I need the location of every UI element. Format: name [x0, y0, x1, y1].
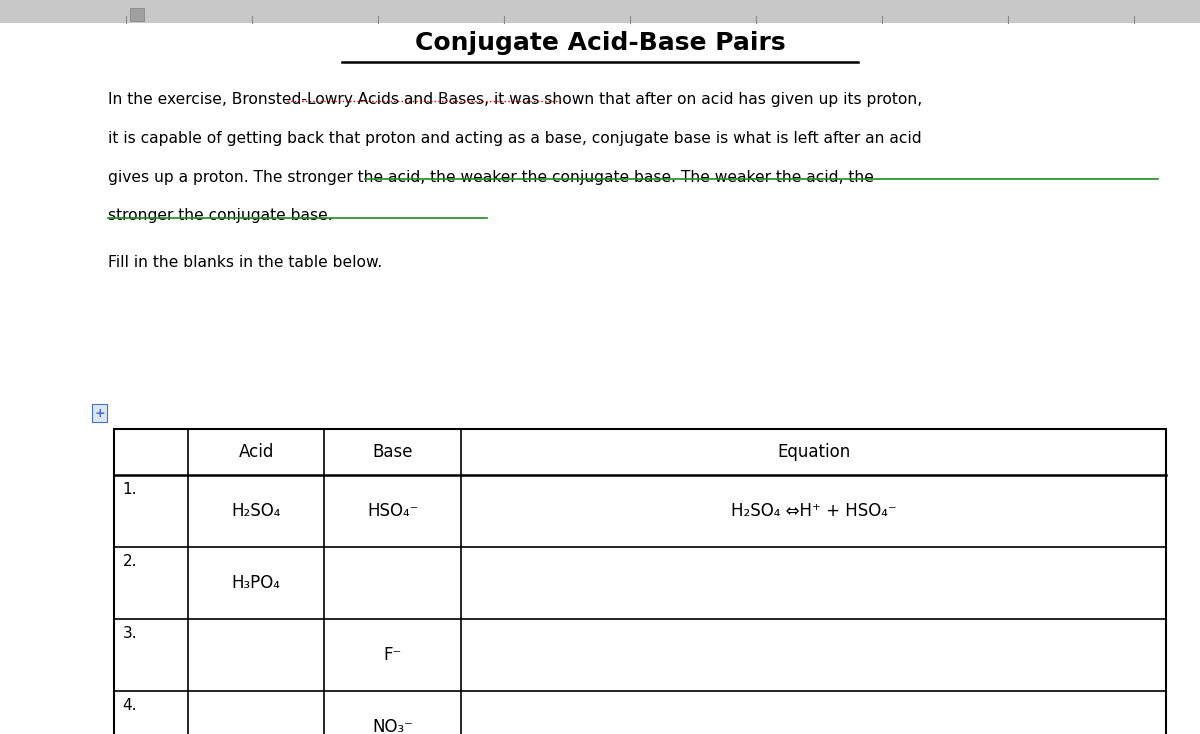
Text: Equation: Equation: [778, 443, 851, 461]
Text: Conjugate Acid-Base Pairs: Conjugate Acid-Base Pairs: [415, 31, 785, 55]
Text: NO₃⁻: NO₃⁻: [372, 718, 413, 734]
Text: +: +: [95, 407, 104, 420]
Bar: [130, 8, 144, 21]
Text: it is capable of getting back that proton and acting as a base, conjugate base i: it is capable of getting back that proto…: [108, 131, 922, 145]
Text: In the exercise, Bronsted-Lowry Acids and Bases, it was shown that after on acid: In the exercise, Bronsted-Lowry Acids an…: [108, 92, 923, 106]
Text: H₃PO₄: H₃PO₄: [232, 574, 281, 592]
Bar: [114, 429, 1166, 734]
Text: 1.: 1.: [122, 482, 137, 497]
Text: F⁻: F⁻: [384, 646, 402, 664]
Text: Fill in the blanks in the table below.: Fill in the blanks in the table below.: [108, 255, 382, 269]
Text: stronger the conjugate base.: stronger the conjugate base.: [108, 208, 332, 223]
Bar: [0, 0, 1200, 23]
Text: H₂SO₄: H₂SO₄: [232, 502, 281, 520]
Text: 3.: 3.: [122, 626, 137, 641]
Text: HSO₄⁻: HSO₄⁻: [367, 502, 419, 520]
Text: Acid: Acid: [239, 443, 274, 461]
Text: 4.: 4.: [122, 698, 137, 713]
Text: H₂SO₄ ⇔H⁺ + HSO₄⁻: H₂SO₄ ⇔H⁺ + HSO₄⁻: [731, 502, 896, 520]
Text: gives up a proton. The stronger the acid, the weaker the conjugate base. The wea: gives up a proton. The stronger the acid…: [108, 170, 874, 184]
Text: Base: Base: [373, 443, 413, 461]
Text: 2.: 2.: [122, 554, 137, 569]
